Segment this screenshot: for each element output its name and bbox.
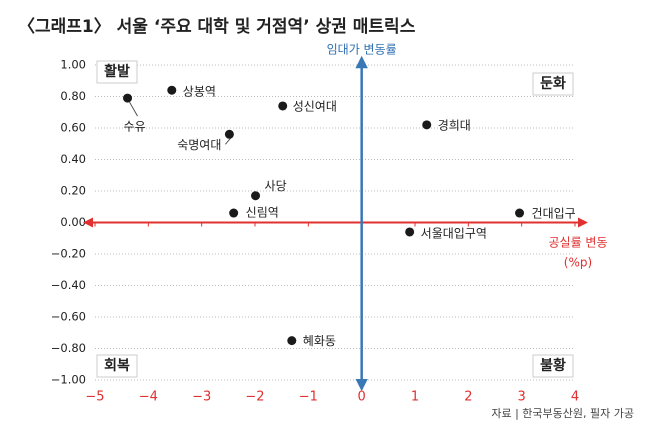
point-label: 혜화동 — [303, 334, 336, 348]
y-axis-label: 임대가 변동률 — [327, 43, 397, 57]
quadrant-box — [96, 60, 138, 84]
x-tick-label: 3 — [518, 390, 526, 405]
y-tick-label: 0.20 — [60, 184, 86, 198]
point-label: 상봉역 — [183, 85, 216, 99]
x-tick-label: −3 — [192, 390, 211, 405]
leader — [129, 101, 138, 117]
point-label: 성신여대 — [293, 99, 337, 113]
point-label: 사당 — [265, 179, 287, 193]
point-label: 수유 — [124, 120, 146, 134]
y-tick-label: −0.20 — [51, 247, 86, 261]
y-tick-label: −0.80 — [51, 341, 86, 355]
point — [515, 208, 525, 218]
point — [278, 101, 288, 111]
x-axis-unit: (%p) — [564, 256, 592, 270]
x-tick-label: −1 — [299, 390, 318, 405]
point — [405, 227, 415, 237]
quadrant-box — [532, 354, 574, 378]
x-tick-label: −2 — [245, 390, 264, 405]
point — [422, 120, 432, 130]
point — [251, 191, 261, 201]
point — [224, 129, 234, 139]
x-tick-label: −4 — [139, 390, 158, 405]
point — [287, 336, 297, 346]
x-tick-label: 0 — [358, 390, 366, 405]
point-label: 건대입구 — [532, 207, 576, 221]
source: 자료 | 한국부동산원, 필자 가공 — [491, 407, 634, 420]
point-label: 숙명여대 — [177, 138, 221, 152]
quadrant-box — [96, 354, 138, 378]
y-tick-label: 0.40 — [60, 152, 86, 166]
y-tick-label: −1.00 — [51, 373, 86, 387]
point-label: 서울대입구역 — [421, 226, 487, 240]
x-axis-label: 공실률 변동 — [548, 236, 607, 250]
x-tick-label: −5 — [85, 390, 104, 405]
y-tick-label: 1.00 — [60, 58, 86, 72]
x-tick-label: 2 — [464, 390, 472, 405]
y-tick-label: 0.00 — [60, 215, 86, 229]
leader — [225, 137, 231, 145]
y-tick-label: 0.80 — [60, 89, 86, 103]
y-tick-label: −0.40 — [51, 278, 86, 292]
point — [229, 208, 239, 218]
quadrant-label: 불황 — [540, 357, 566, 374]
x-tick-label: 4 — [571, 390, 579, 405]
y-tick-label: −0.60 — [51, 310, 86, 324]
quadrant-label: 회복 — [104, 358, 130, 374]
point-label: 경희대 — [438, 118, 471, 132]
point — [167, 85, 177, 95]
quadrant-label: 활발 — [104, 63, 130, 80]
quadrant-label: 둔화 — [540, 76, 566, 92]
x-tick-label: 1 — [411, 390, 419, 405]
point-label: 신림역 — [246, 206, 279, 220]
point — [123, 93, 133, 103]
y-tick-label: 0.60 — [60, 121, 86, 135]
quadrant-box — [532, 72, 574, 96]
chart-title: 〈그래프1〉 서울 ‘주요 대학 및 거점역’ 상권 매트릭스 — [18, 16, 416, 37]
